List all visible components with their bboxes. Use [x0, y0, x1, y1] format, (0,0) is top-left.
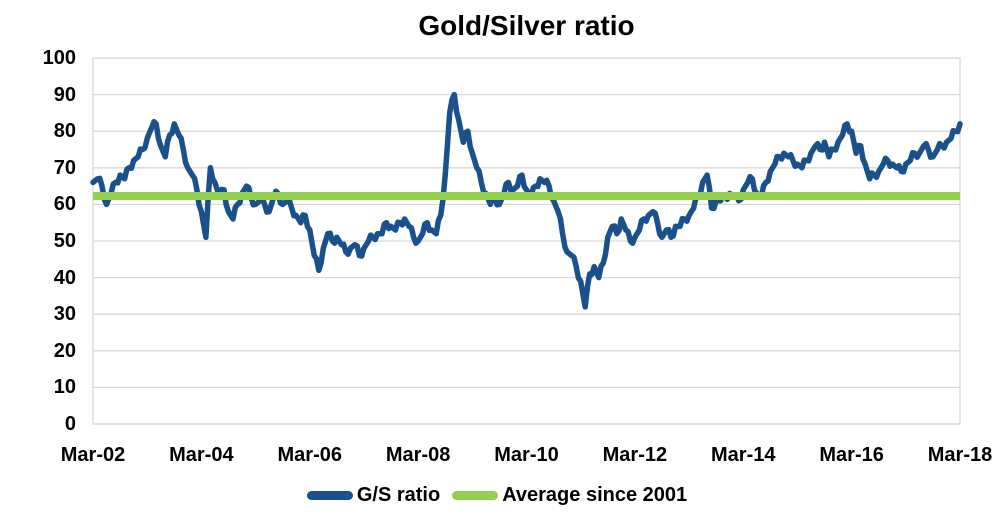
plot-border — [92, 57, 961, 425]
x-tick-label-Mar-10: Mar-10 — [494, 444, 559, 466]
gs-ratio-line — [90, 91, 963, 310]
x-tick-label-Mar-16: Mar-16 — [819, 444, 884, 466]
legend: G/S ratio Average since 2001 — [0, 479, 996, 511]
x-tick-label-Mar-02: Mar-02 — [60, 444, 126, 466]
chart-title: Gold/Silver ratio — [418, 10, 635, 41]
x-tick-label-Mar-06: Mar-06 — [277, 444, 342, 466]
x-tick-label-Mar-12: Mar-12 — [602, 444, 668, 466]
y-tick-label-10: 10 — [53, 376, 76, 399]
x-tick-label-Mar-04: Mar-04 — [169, 444, 234, 466]
legend-label-average: Average since 2001 — [502, 483, 688, 506]
legend-swatch-gs-ratio — [306, 490, 353, 500]
legend-swatch-average — [452, 490, 499, 500]
y-tick-label-20: 20 — [53, 339, 76, 362]
y-tick-label-90: 90 — [53, 83, 76, 106]
y-tick-label-40: 40 — [53, 266, 76, 289]
x-tick-label-Mar-14: Mar-14 — [711, 444, 776, 466]
x-tick-label-Mar-08: Mar-08 — [385, 444, 451, 466]
y-tick-label-100: 100 — [42, 47, 76, 69]
y-tick-label-30: 30 — [53, 303, 76, 326]
y-tick-label-0: 0 — [64, 413, 76, 435]
y-tick-label-60: 60 — [53, 193, 76, 216]
y-tick-label-70: 70 — [53, 156, 76, 179]
y-tick-label-50: 50 — [53, 230, 76, 252]
x-tick-label-Mar-18: Mar-18 — [927, 444, 993, 466]
legend-label-gs-ratio: G/S ratio — [356, 483, 441, 506]
y-tick-label-80: 80 — [53, 120, 76, 143]
